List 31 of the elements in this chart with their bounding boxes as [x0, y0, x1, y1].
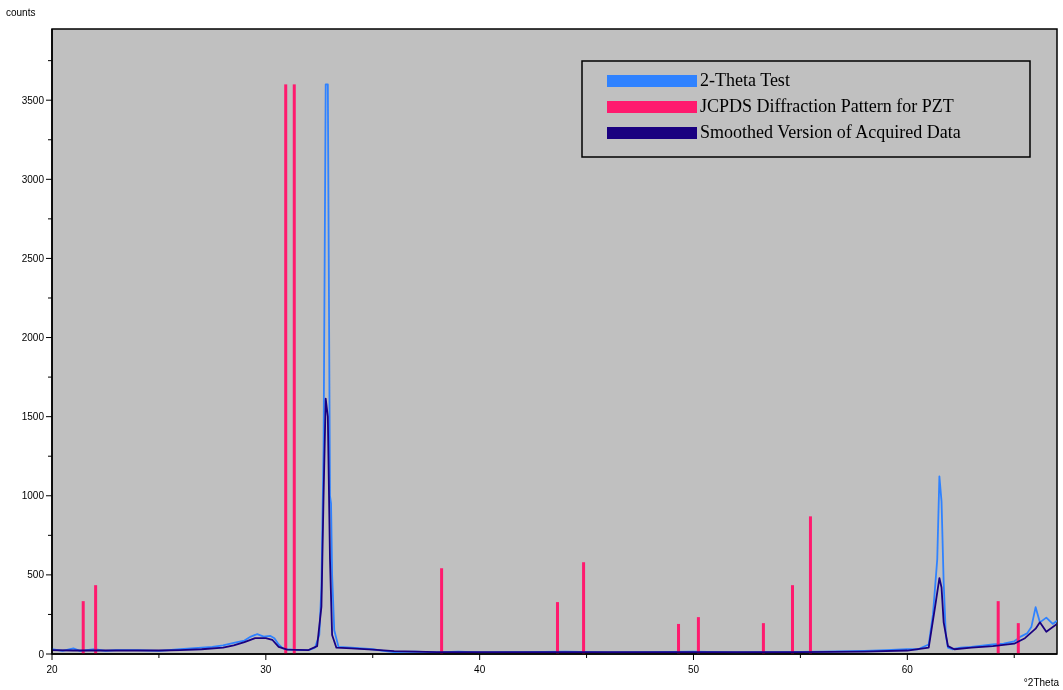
bar [761, 623, 765, 654]
y-tick-label: 3000 [21, 173, 45, 185]
bar [790, 585, 794, 654]
bar [440, 568, 444, 654]
bar [677, 623, 681, 654]
bar [284, 84, 288, 654]
y-tick-label: 2500 [21, 252, 45, 264]
y-axis-title: counts [6, 7, 36, 18]
bar [582, 562, 586, 654]
x-axis-title: °2Theta [1023, 677, 1060, 688]
x-tick-label: 60 [901, 664, 914, 675]
bar [292, 84, 296, 654]
legend-label: JCPDS Diffraction Pattern for PZT [700, 96, 954, 116]
y-tick-label: 3500 [21, 94, 45, 106]
y-tick-label: 2000 [21, 332, 45, 344]
y-tick-label: 1000 [21, 490, 45, 502]
legend-label: 2-Theta Test [700, 70, 790, 90]
bar [808, 516, 812, 654]
bar [555, 602, 559, 654]
x-tick-label: 20 [46, 664, 58, 675]
bar [81, 601, 85, 654]
y-tick-label: 0 [38, 648, 45, 660]
y-tick-label: 500 [27, 569, 45, 581]
bar [696, 617, 700, 654]
y-tick-label: 1500 [21, 411, 45, 423]
x-tick-label: 40 [474, 664, 486, 675]
x-tick-label: 30 [260, 664, 272, 675]
x-tick-label: 50 [687, 664, 700, 675]
legend-label: Smoothed Version of Acquired Data [700, 122, 961, 142]
bar [996, 601, 1000, 654]
bar [94, 585, 98, 654]
